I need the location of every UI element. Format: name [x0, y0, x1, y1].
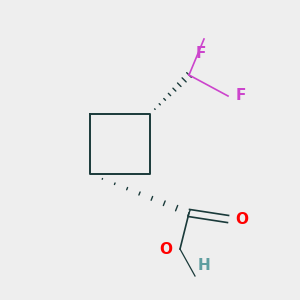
Text: F: F [236, 88, 246, 104]
Text: H: H [198, 258, 211, 273]
Text: O: O [236, 212, 248, 226]
Text: F: F [196, 46, 206, 62]
Text: O: O [160, 242, 172, 256]
